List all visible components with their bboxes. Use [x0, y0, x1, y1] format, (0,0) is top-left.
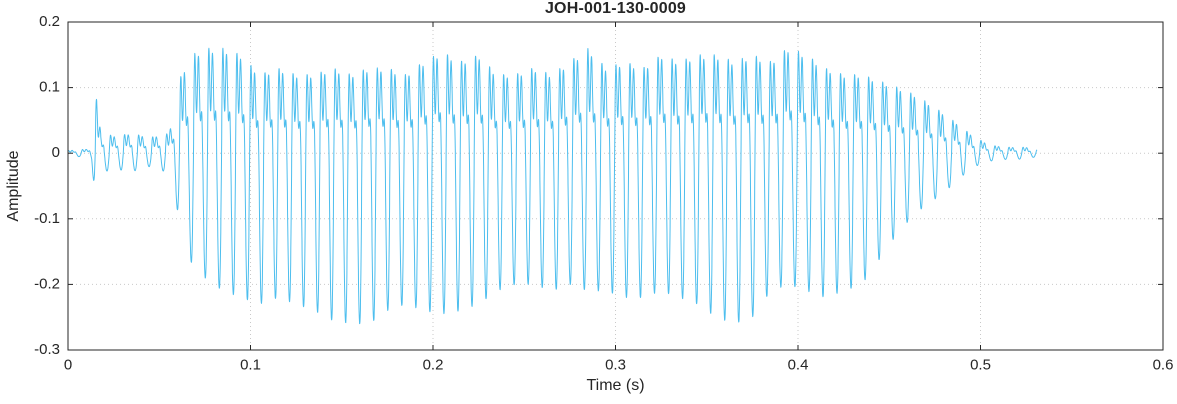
waveform-line [67, 47, 1038, 325]
x-tick-label: 0.2 [423, 356, 444, 373]
y-tick-label: -0.2 [34, 275, 60, 292]
x-tick-label: 0 [64, 356, 72, 373]
y-tick-label: 0.1 [39, 79, 60, 96]
y-tick-label: -0.1 [34, 210, 60, 227]
y-tick-label: 0 [52, 144, 60, 161]
x-tick-label: 0.1 [240, 356, 261, 373]
y-tick-label: -0.3 [34, 341, 60, 358]
x-tick-label: 0.5 [970, 356, 991, 373]
x-tick-label: 0.4 [788, 356, 809, 373]
y-tick-label: 0.2 [39, 13, 60, 30]
x-axis-label: Time (s) [586, 377, 645, 394]
x-tick-label: 0.6 [1153, 356, 1174, 373]
chart-title: JOH-001-130-0009 [544, 0, 687, 17]
x-tick-label: 0.3 [605, 356, 626, 373]
